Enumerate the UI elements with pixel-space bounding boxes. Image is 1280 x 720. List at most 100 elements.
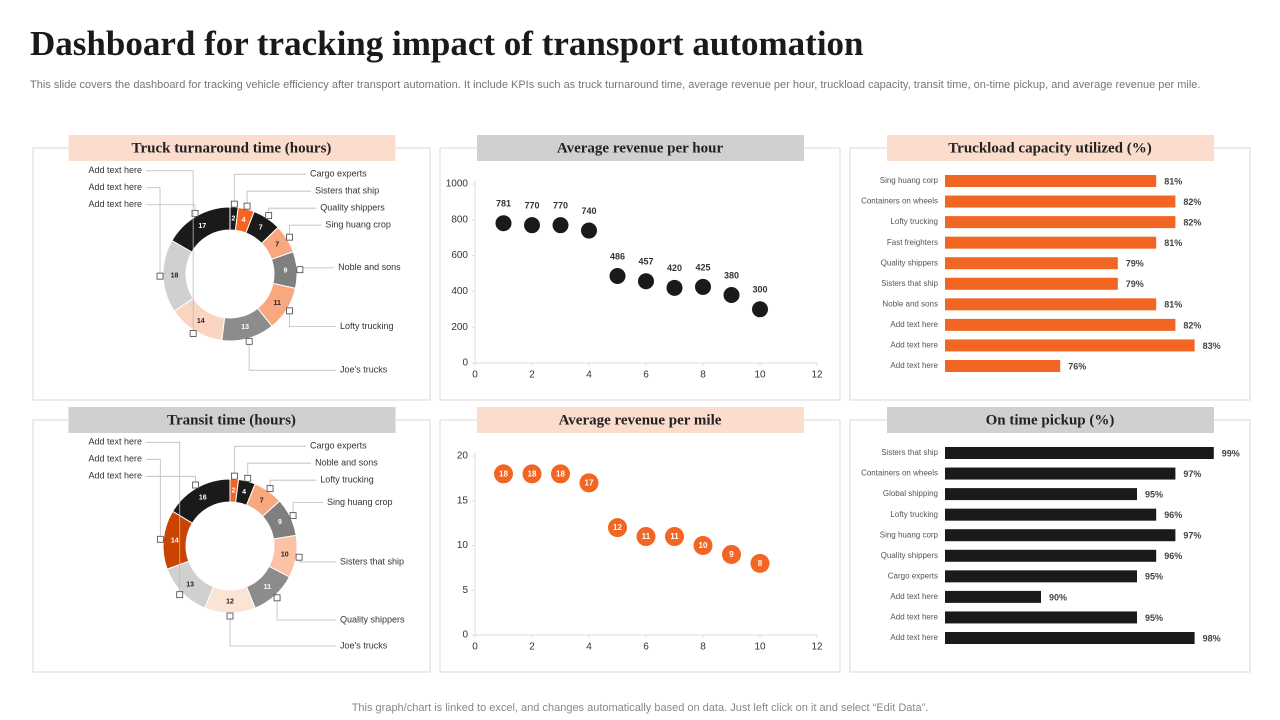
- category-label: Containers on wheels: [861, 197, 938, 206]
- data-point: [524, 217, 540, 234]
- bar: [945, 508, 1157, 521]
- callout-line: [234, 445, 307, 477]
- callout-marker: [226, 612, 234, 620]
- segment-value: 7: [260, 497, 264, 504]
- data-label: 12: [613, 523, 622, 532]
- data-point: [522, 464, 542, 484]
- data-label: 770: [524, 201, 539, 211]
- data-label: 420: [667, 263, 682, 273]
- callout-marker: [244, 474, 252, 482]
- x-tick-label: 6: [643, 370, 649, 381]
- data-label: 11: [670, 532, 679, 541]
- bar: [945, 467, 1176, 480]
- callout-marker: [295, 553, 303, 561]
- x-tick-label: 6: [643, 642, 649, 653]
- data-label: 81%: [1164, 238, 1182, 248]
- x-tick-label: 12: [811, 370, 823, 381]
- callout-line: [146, 170, 194, 334]
- category-label: Noble and sons: [882, 299, 938, 308]
- y-tick-label: 800: [451, 214, 468, 225]
- bar: [945, 277, 1118, 290]
- bar: [945, 549, 1157, 562]
- segment-label: Add text here: [88, 454, 142, 464]
- category-label: Fast freighters: [887, 238, 938, 247]
- category-label: Add text here: [890, 613, 938, 622]
- bar: [945, 529, 1176, 542]
- segment-value: 16: [199, 494, 207, 501]
- callout-line: [289, 310, 336, 328]
- category-label: Sing huang corp: [880, 176, 939, 185]
- category-label: Cargo experts: [888, 571, 938, 580]
- segment-value: 11: [264, 584, 272, 591]
- panel-banner: [887, 135, 1214, 161]
- data-label: 11: [642, 532, 651, 541]
- y-tick-label: 10: [457, 540, 469, 551]
- x-tick-label: 10: [754, 642, 766, 653]
- callout-line: [292, 502, 323, 516]
- segment-label: Noble and sons: [338, 262, 401, 272]
- panel-title: Transit time (hours): [167, 412, 296, 428]
- panel-banner: [68, 407, 396, 433]
- panel-banner: [887, 407, 1214, 433]
- y-tick-label: 600: [451, 250, 468, 261]
- bar: [945, 175, 1157, 187]
- segment-label: Cargo experts: [310, 169, 367, 179]
- panel-banner: [68, 135, 396, 161]
- panel-frame: [849, 147, 1251, 401]
- data-point: [495, 215, 512, 232]
- category-label: Lofty trucking: [890, 217, 938, 226]
- donut-segment: [171, 206, 231, 253]
- segment-value: 2: [232, 487, 236, 494]
- callout-marker: [243, 202, 251, 210]
- segment-label: Sing huang crop: [325, 220, 391, 230]
- segment-value: 13: [186, 581, 194, 588]
- segment-label: Quality shippers: [320, 203, 385, 213]
- data-label: 97%: [1183, 469, 1201, 479]
- panel-banner: [477, 407, 804, 433]
- bar: [945, 632, 1195, 644]
- segment-label: Quality shippers: [340, 614, 405, 624]
- panel-frame: [32, 147, 431, 401]
- callout-line: [146, 187, 161, 277]
- data-label: 10: [699, 541, 708, 550]
- data-label: 17: [585, 478, 594, 487]
- x-tick-label: 4: [586, 370, 592, 381]
- data-label: 79%: [1126, 259, 1144, 269]
- data-point: [695, 278, 711, 295]
- segment-value: 14: [197, 318, 205, 325]
- data-point: [494, 464, 513, 484]
- segment-value: 9: [283, 267, 287, 274]
- bar: [945, 360, 1061, 372]
- panel-frame: [32, 419, 431, 673]
- callout-line: [289, 224, 322, 238]
- y-tick-label: 200: [451, 322, 468, 333]
- data-point: [752, 301, 768, 318]
- segment-label: Add text here: [88, 471, 142, 481]
- data-label: 82%: [1183, 197, 1201, 207]
- segment-label: Noble and sons: [315, 458, 378, 468]
- data-label: 9: [729, 550, 734, 559]
- category-label: Add text here: [890, 361, 938, 370]
- segment-label: Cargo experts: [310, 441, 367, 451]
- y-tick-label: 0: [462, 630, 468, 641]
- segment-value: 18: [171, 273, 179, 280]
- segment-label: Lofty trucking: [320, 475, 374, 485]
- category-label: Sisters that ship: [881, 448, 938, 457]
- bar: [945, 570, 1137, 583]
- y-tick-label: 5: [462, 585, 468, 596]
- x-tick-label: 0: [472, 370, 478, 381]
- x-tick-label: 2: [529, 370, 535, 381]
- segment-value: 7: [259, 225, 263, 232]
- callout-line: [248, 341, 336, 371]
- callout-marker: [192, 481, 200, 489]
- callout-line: [146, 458, 161, 540]
- callout-marker: [266, 485, 274, 492]
- footer-note: This graph/chart is linked to excel, and…: [351, 702, 929, 714]
- data-point: [636, 527, 656, 547]
- callout-marker: [265, 212, 273, 220]
- data-label: 425: [695, 262, 710, 272]
- callout-marker: [286, 233, 293, 241]
- category-label: Lofty trucking: [890, 510, 938, 519]
- panel-banner: [477, 135, 804, 161]
- callout-marker: [191, 209, 199, 217]
